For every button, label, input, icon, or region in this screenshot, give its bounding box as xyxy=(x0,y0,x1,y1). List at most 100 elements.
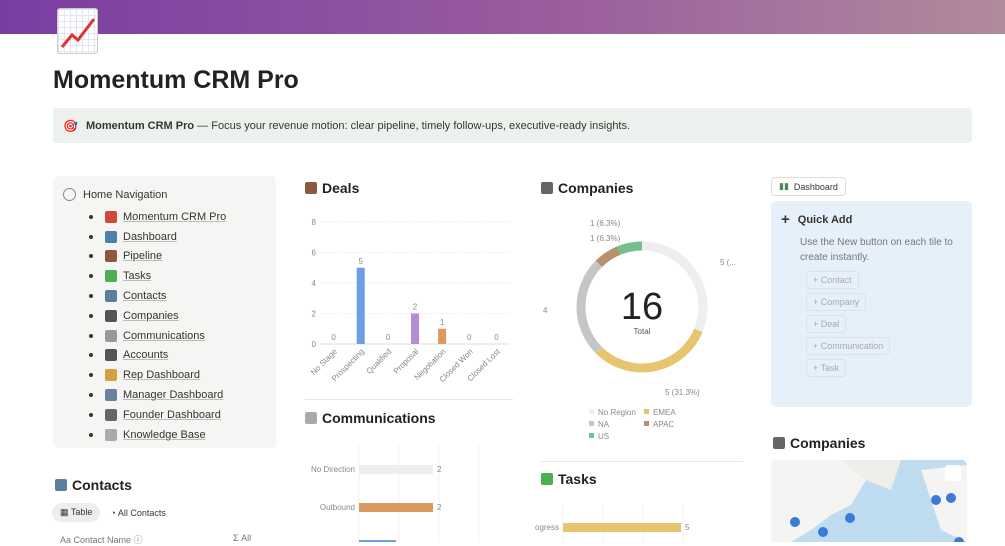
tasks-title: Tasks xyxy=(558,471,597,487)
legend-swatch xyxy=(589,421,594,426)
contacts-title: Contacts xyxy=(72,477,132,493)
quick-add-button[interactable]: + Company xyxy=(806,293,867,311)
nav-item[interactable]: Pipeline xyxy=(89,247,266,267)
nav-item-label: Dashboard xyxy=(123,230,177,243)
bar xyxy=(359,465,433,474)
legend-swatch xyxy=(644,421,649,426)
nav-item-label: Founder Dashboard xyxy=(123,408,221,421)
callout: 🎯 Momentum CRM Pro — Focus your revenue … xyxy=(53,108,972,143)
page-icon xyxy=(105,210,117,223)
home-navigation: Home Navigation Momentum CRM Pro Dashboar… xyxy=(53,176,276,448)
quick-add-button[interactable]: + Deal xyxy=(806,315,847,333)
slice-label: 1 (6.3%) xyxy=(590,234,621,243)
companies-title: Companies xyxy=(558,180,634,196)
button-label: Company xyxy=(820,297,860,307)
nav-item-label: Manager Dashboard xyxy=(123,389,224,402)
plus-icon: + xyxy=(813,341,821,351)
nav-item-label: Communications xyxy=(123,329,205,342)
divider xyxy=(305,399,513,400)
nav-item[interactable]: Accounts xyxy=(89,346,266,366)
page-icon xyxy=(105,290,117,303)
data-label: 1 xyxy=(440,318,445,327)
y-tick-label: 6 xyxy=(312,249,317,258)
dashboard-button[interactable]: ▮▮ Dashboard xyxy=(771,177,846,196)
person-icon xyxy=(55,479,67,491)
legend-label: APAC xyxy=(653,420,674,429)
category-label: In Progress xyxy=(535,523,559,532)
nav-item-label: Companies xyxy=(123,309,179,322)
dashboard-label: Dashboard xyxy=(793,181,838,192)
plus-icon: + xyxy=(813,363,821,373)
legend-label: EMEA xyxy=(653,408,676,417)
deals-title: Deals xyxy=(322,180,360,196)
nav-item-label: Contacts xyxy=(123,290,167,303)
bar xyxy=(411,313,419,344)
bar xyxy=(356,267,365,344)
tasks-chart: In Progress 5 xyxy=(535,505,690,542)
chart-increasing-icon xyxy=(57,8,98,54)
page-icon xyxy=(105,408,117,421)
data-label: 0 xyxy=(467,333,472,342)
column-label: All xyxy=(241,533,252,543)
y-tick-label: 2 xyxy=(312,310,317,319)
category-label: Outbound xyxy=(320,503,355,512)
page-icon xyxy=(105,389,117,402)
nav-item[interactable]: Knowledge Base xyxy=(89,425,266,445)
page-icon xyxy=(105,309,117,322)
nav-item[interactable]: Manager Dashboard xyxy=(89,385,266,405)
page-icon xyxy=(105,250,117,263)
companies-map-title: Companies xyxy=(790,435,866,451)
nav-item[interactable]: Contacts xyxy=(89,286,266,306)
plus-icon: + xyxy=(781,211,790,228)
quick-add-button[interactable]: + Task xyxy=(806,359,847,377)
nav-item-label: Accounts xyxy=(123,349,169,362)
slice-label: 4 xyxy=(543,306,548,315)
tab-all-label: All Contacts xyxy=(117,507,166,518)
plus-icon: + xyxy=(813,297,821,307)
nav-item-label: Knowledge Base xyxy=(123,428,206,441)
companies-heading: Companies xyxy=(541,180,633,196)
nav-item[interactable]: Founder Dashboard xyxy=(89,405,266,425)
legend-label: No Region xyxy=(598,408,636,417)
map-layers-button[interactable] xyxy=(945,465,961,481)
data-label: 5 xyxy=(358,257,363,266)
nav-item[interactable]: Tasks xyxy=(89,266,266,286)
button-label: Communication xyxy=(820,341,884,351)
quick-add-panel: + Quick Add Use the New button on each ti… xyxy=(771,201,972,407)
communications-title: Communications xyxy=(322,410,436,426)
tab-table[interactable]: ▦ Table xyxy=(52,503,101,522)
nav-item[interactable]: Companies xyxy=(89,306,266,326)
page-icon xyxy=(105,428,117,441)
value-label: 2 xyxy=(437,503,442,512)
value-label: 2 xyxy=(437,465,442,474)
tab-all-contacts[interactable]: ◔ All Contacts xyxy=(110,507,166,518)
nav-item[interactable]: Communications xyxy=(89,326,266,346)
legend-swatch xyxy=(644,409,649,414)
quick-add-button[interactable]: + Communication xyxy=(806,337,891,355)
communications-heading: Communications xyxy=(305,410,436,426)
office-icon xyxy=(773,437,785,449)
donut-slice xyxy=(595,246,621,268)
companies-map[interactable] xyxy=(771,460,967,542)
slice-label: 5 (... xyxy=(720,258,736,267)
button-label: Contact xyxy=(820,275,852,285)
donut-slice xyxy=(616,241,643,255)
office-icon xyxy=(541,182,553,194)
page-icon xyxy=(105,230,117,243)
quick-add-button[interactable]: + Contact xyxy=(806,271,859,289)
nav-item[interactable]: Momentum CRM Pro xyxy=(89,207,266,227)
y-tick-label: 0 xyxy=(312,340,317,349)
page-icon xyxy=(105,270,117,283)
column-contact-name[interactable]: Aa Contact Name ⓘ xyxy=(60,535,143,545)
button-label: Task xyxy=(820,363,840,373)
nav-item[interactable]: Rep Dashboard xyxy=(89,365,266,385)
column-all[interactable]: Σ All xyxy=(233,533,252,543)
nav-item[interactable]: Dashboard xyxy=(89,227,266,247)
callout-bold: Momentum CRM Pro xyxy=(85,119,195,132)
donut-slice xyxy=(595,328,703,373)
data-label: 0 xyxy=(386,333,391,342)
category-label: No Direction xyxy=(311,465,355,474)
envelope-icon xyxy=(305,412,317,424)
